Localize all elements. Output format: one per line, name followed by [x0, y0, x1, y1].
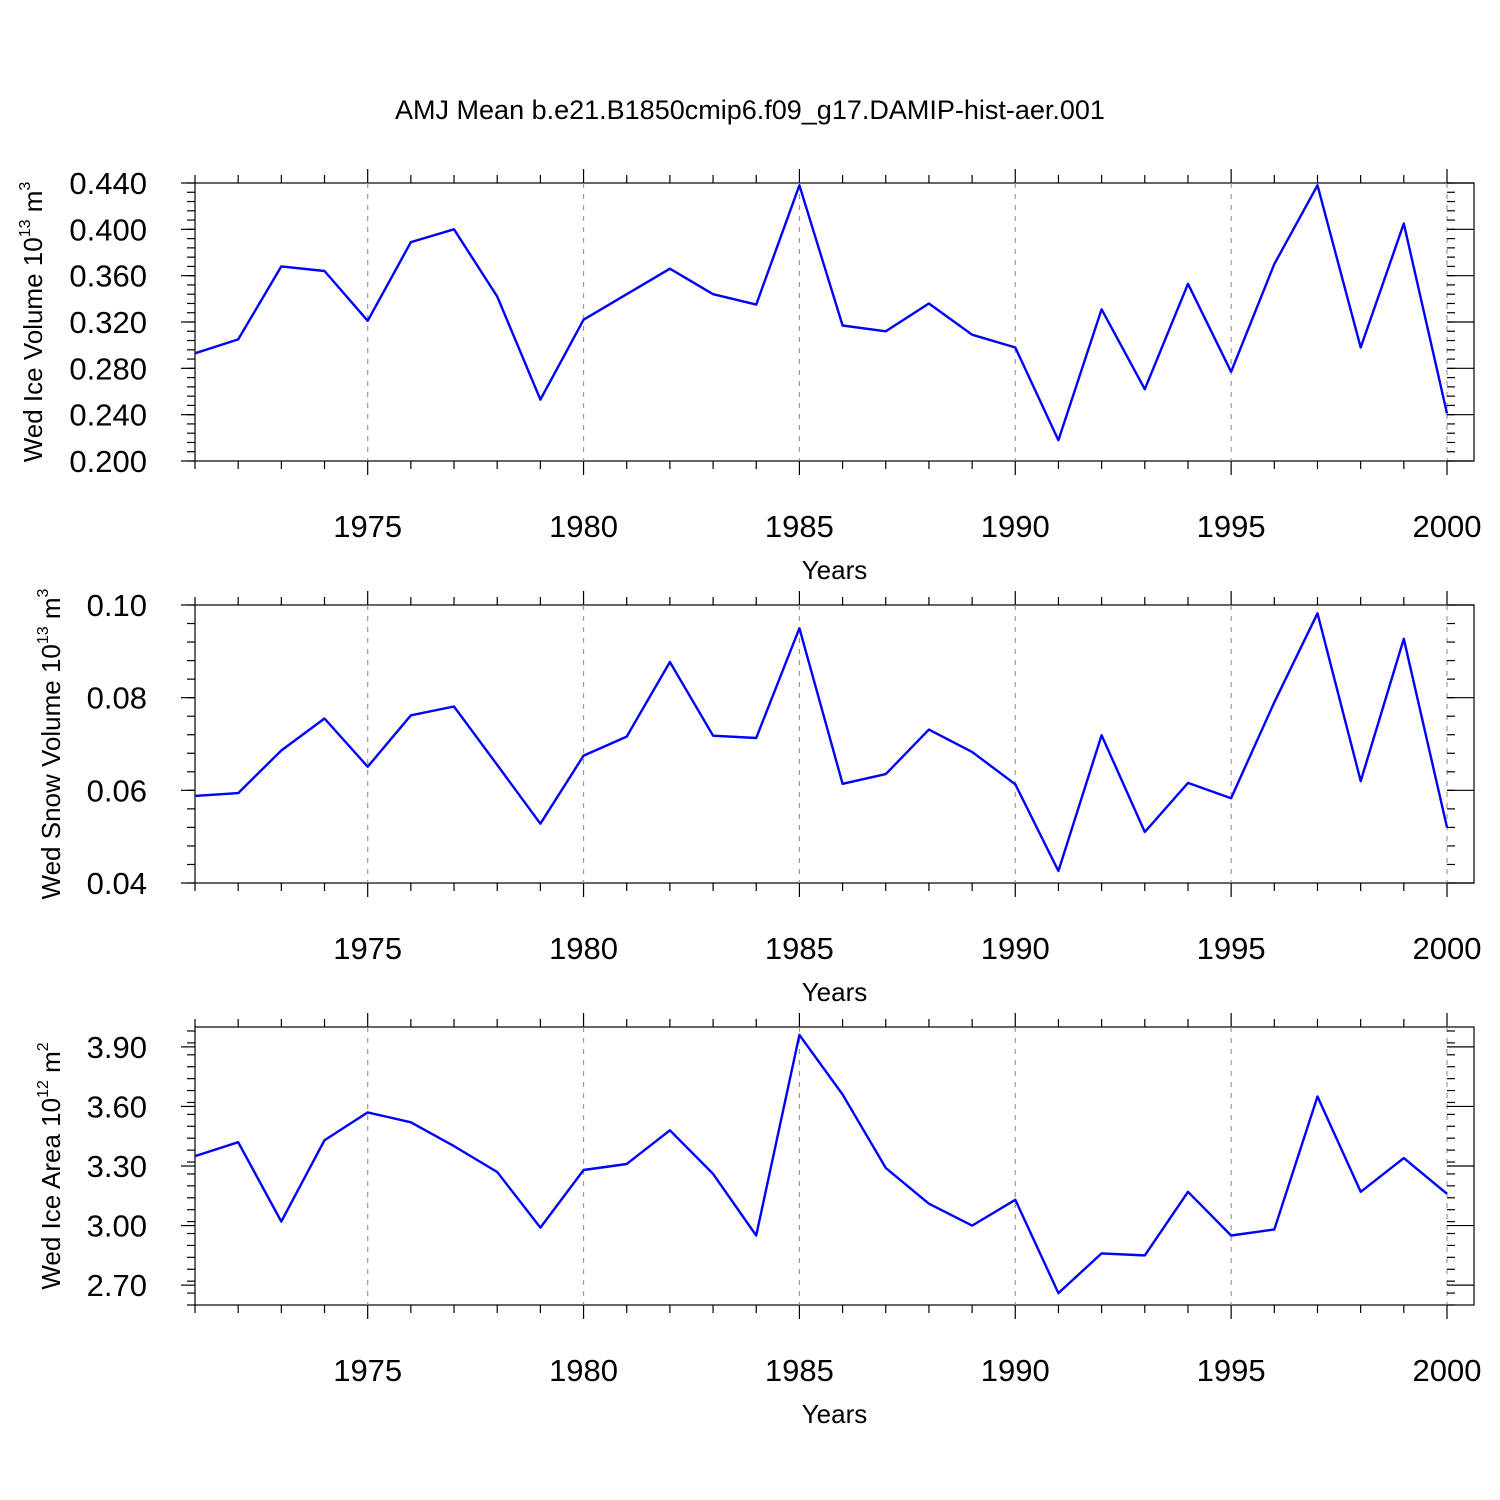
- y-tick-label: 3.90: [87, 1030, 147, 1065]
- x-tick-label: 1990: [981, 509, 1050, 544]
- x-tick-label: 1990: [981, 931, 1050, 966]
- y-axis-label: Wed Snow Volume 1013 m3: [35, 588, 66, 899]
- y-tick-label: 0.360: [69, 259, 147, 294]
- y-tick-label: 3.00: [87, 1209, 147, 1244]
- y-tick-label: 0.06: [87, 773, 147, 808]
- y-axis-label-exponent: 3: [17, 182, 34, 191]
- y-axis-label-part: Wed Snow Volume 10: [36, 644, 66, 899]
- y-tick-label: 0.400: [69, 212, 147, 247]
- y-axis-label-part: Wed Ice Volume 10: [18, 237, 48, 462]
- y-tick-label: 2.70: [87, 1268, 147, 1303]
- x-tick-label: 2000: [1413, 1353, 1482, 1388]
- x-tick-label: 1995: [1197, 509, 1266, 544]
- y-axis-label: Wed Ice Volume 1013 m3: [17, 182, 48, 463]
- series-line: [194, 612, 1449, 873]
- series-line: [194, 184, 1449, 442]
- y-tick-label: 3.30: [87, 1149, 147, 1184]
- x-tick-label: 1985: [765, 509, 834, 544]
- y-tick-label: 0.320: [69, 305, 147, 340]
- chart-panel-3: 1975 1980 1985 1990 1995 2000 Years 2.70 3.00 3.3…: [35, 1013, 1481, 1429]
- x-tick-label: 1980: [549, 1353, 618, 1388]
- y-tick-label: 0.08: [87, 681, 147, 716]
- x-axis-label: Years: [802, 555, 868, 585]
- x-tick-label: 1990: [981, 1353, 1050, 1388]
- x-tick-label: 2000: [1413, 931, 1482, 966]
- x-tick-label: 1975: [333, 509, 402, 544]
- y-axis-label-exponent: 13: [17, 219, 34, 237]
- x-tick-label: 1985: [765, 931, 834, 966]
- x-tick-label: 1985: [765, 1353, 834, 1388]
- y-tick-label: 0.240: [69, 398, 147, 433]
- y-tick-label: 0.200: [69, 444, 147, 479]
- figure-title: AMJ Mean b.e21.B1850cmip6.f09_g17.DAMIP-…: [395, 95, 1105, 125]
- x-tick-label: 1980: [549, 509, 618, 544]
- x-tick-label: 2000: [1413, 509, 1482, 544]
- y-axis-label-part: m: [18, 191, 48, 220]
- x-axis-label: Years: [802, 977, 868, 1007]
- x-tick-label: 1995: [1197, 931, 1266, 966]
- x-tick-label: 1975: [333, 931, 402, 966]
- x-axis-label: Years: [802, 1399, 868, 1429]
- y-tick-label: 0.04: [87, 866, 147, 901]
- y-axis-label-exponent: 13: [35, 626, 52, 644]
- y-axis-label-part: Wed Ice Area 10: [36, 1098, 66, 1290]
- x-tick-label: 1975: [333, 1353, 402, 1388]
- y-axis-label-exponent: 3: [35, 588, 52, 597]
- plot-frame: [194, 604, 1475, 884]
- plot-frame: [194, 182, 1475, 462]
- x-tick-label: 1995: [1197, 1353, 1266, 1388]
- chart-panel-2: 1975 1980 1985 1990 1995 2000 Years 0.04 0.06 0.0…: [35, 588, 1481, 1007]
- chart-panel-1: 1975 1980 1985 1990 1995 2000 Years 0.200 0.240 0…: [17, 166, 1481, 585]
- plot-frame: [194, 1026, 1475, 1306]
- y-axis-label-exponent: 2: [35, 1042, 52, 1051]
- y-tick-label: 3.60: [87, 1089, 147, 1124]
- y-axis-label: Wed Ice Area 1012 m2: [35, 1042, 66, 1289]
- y-tick-label: 0.440: [69, 166, 147, 201]
- x-tick-label: 1980: [549, 931, 618, 966]
- y-axis-label-exponent: 12: [35, 1080, 52, 1098]
- series-line: [194, 1033, 1448, 1295]
- y-tick-label: 0.280: [69, 351, 147, 386]
- y-axis-label-part: m: [36, 597, 66, 626]
- y-axis-label-part: m: [36, 1051, 66, 1080]
- y-tick-label: 0.10: [87, 588, 147, 623]
